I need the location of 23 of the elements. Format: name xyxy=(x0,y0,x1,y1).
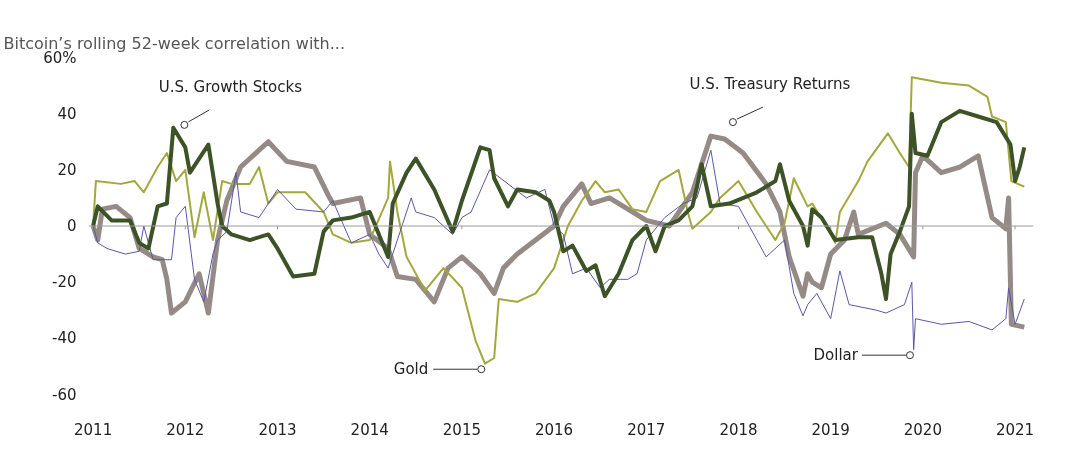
line-series xyxy=(91,108,1027,302)
y-tick-label: 60% xyxy=(43,48,77,67)
annotation: U.S. Treasury Returns xyxy=(689,75,851,94)
x-tick-label: 2019 xyxy=(811,420,850,439)
y-tick-label: 40 xyxy=(57,104,77,123)
x-tick-label: 2012 xyxy=(166,420,205,439)
annotation: Gold xyxy=(393,360,429,379)
x-tick-label: 2011 xyxy=(74,420,113,439)
y-tick-label: -20 xyxy=(52,273,77,292)
y-tick-label: -40 xyxy=(52,329,77,348)
x-tick-label: 2016 xyxy=(535,420,574,439)
annotation: U.S. Growth Stocks xyxy=(158,77,303,96)
x-tick-label: 2013 xyxy=(258,420,297,439)
y-tick-label: 20 xyxy=(57,160,77,179)
x-tick-label: 2015 xyxy=(442,420,481,439)
x-tick-label: 2018 xyxy=(719,420,758,439)
y-tick-label: -60 xyxy=(52,385,77,404)
x-tick-label: 2017 xyxy=(627,420,666,439)
y-tick-label: 0 xyxy=(66,217,77,235)
x-tick-label: 2014 xyxy=(350,420,389,439)
annotation: Dollar xyxy=(813,346,859,365)
x-tick-label: 2020 xyxy=(903,420,942,439)
x-tick-label: 2021 xyxy=(995,420,1035,439)
